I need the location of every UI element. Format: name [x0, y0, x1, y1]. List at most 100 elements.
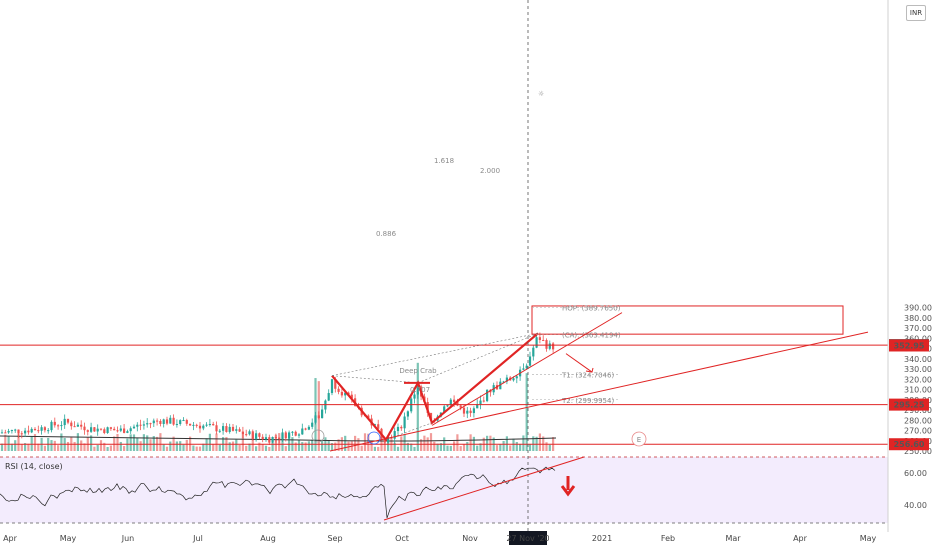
volume-bar [416, 362, 419, 451]
volume-bar [142, 434, 145, 451]
candle-body [222, 426, 225, 431]
earnings-marker-icon[interactable] [631, 431, 647, 447]
volume-bar [330, 443, 334, 451]
candle-body [304, 428, 307, 430]
volume-bar [215, 433, 218, 451]
candle-body [93, 427, 96, 432]
volume-bar [476, 445, 479, 451]
candle-body [7, 430, 10, 433]
volume-bar [429, 433, 433, 451]
price-label-text: 256.60 [894, 440, 925, 449]
candle-body [446, 405, 449, 407]
volume-bar [27, 443, 30, 451]
volume-bar [387, 440, 390, 451]
volume-bar [456, 434, 459, 451]
volume-bar [103, 442, 106, 451]
volume-bar [548, 444, 551, 451]
candle-body [330, 379, 334, 394]
candle-body [291, 431, 294, 433]
volume-bar [251, 433, 254, 451]
candle-body [479, 400, 482, 405]
candle-body [225, 426, 228, 432]
target-level-label: T1: (324.7046) [561, 371, 614, 379]
volume-bar [7, 436, 10, 451]
volume-bar [327, 440, 330, 451]
volume-bar [212, 444, 215, 451]
trendline-steep[interactable] [431, 312, 623, 426]
candle-body [383, 438, 386, 443]
volume-bar [0, 443, 4, 451]
candle-body [208, 423, 211, 425]
volume-bar [179, 441, 182, 451]
volume-bar [439, 443, 442, 451]
volume-ma-line [0, 435, 557, 442]
y-tick-label: 320.00 [904, 375, 932, 384]
pattern-overlays: Deep Crab 0.886 1.618 2.000 0.707 HOP: (389.7… [0, 0, 888, 531]
volume-bar [99, 440, 103, 451]
volume-bar [304, 442, 307, 451]
candle-body [502, 381, 505, 383]
candle-body [4, 432, 7, 434]
dividend-marker-icon[interactable] [311, 429, 325, 443]
candle-body [350, 394, 353, 399]
candle-body [33, 428, 37, 431]
volume-bar [420, 439, 423, 451]
volume-bar [459, 446, 462, 451]
volume-bar [390, 439, 393, 451]
volume-bar [20, 444, 23, 451]
candle-body [344, 392, 347, 396]
candle-body [278, 437, 281, 439]
dividend-marker-icon[interactable] [367, 431, 381, 445]
y-tick-label: 340.00 [904, 355, 932, 364]
volume-bar [57, 445, 60, 451]
candle-body [73, 426, 76, 428]
rsi-series [0, 456, 585, 521]
price-label-text: 352.95 [894, 341, 925, 350]
volume-bar [522, 435, 525, 451]
volume-bar [53, 440, 56, 451]
candle-body [248, 431, 251, 435]
y-tick-label: 280.00 [904, 416, 932, 425]
candle-body [47, 430, 50, 432]
projection-arrow-line[interactable] [565, 353, 593, 373]
x-tick-label: May [860, 534, 877, 543]
candle-body [294, 431, 297, 436]
volume-bar [509, 445, 512, 451]
volume-bar [198, 446, 202, 451]
x-highlight-box [509, 531, 547, 545]
volume-bar [446, 445, 449, 451]
volume-bar [380, 433, 383, 451]
target-zone-box[interactable] [531, 305, 844, 335]
candle-body [327, 393, 330, 401]
candle-body [43, 427, 46, 431]
candle-body [456, 402, 459, 406]
candle-body [373, 424, 376, 426]
candle-body [159, 420, 162, 424]
axes: 390.00380.00370.00360.00350.00340.00330.… [3, 0, 932, 545]
candle-body [406, 411, 409, 417]
candle-body [189, 423, 192, 426]
volume-bar [169, 441, 172, 451]
y-tick-label: 390.00 [904, 304, 932, 313]
volume-bar [495, 445, 499, 451]
candle-body [255, 433, 258, 439]
trendline-long[interactable] [329, 331, 869, 452]
currency-badge[interactable]: INR [906, 5, 926, 21]
candle-body [218, 430, 221, 432]
rsi-pane-background [0, 457, 888, 523]
rsi-trendline[interactable] [383, 456, 585, 521]
volume-bar [499, 444, 502, 451]
candle-body [245, 434, 248, 436]
candle-body [96, 428, 99, 432]
candle-body [149, 423, 152, 425]
volume-bar [30, 436, 33, 451]
price-label-text: 295.25 [894, 401, 925, 410]
candle-body [14, 429, 17, 431]
candle-body [192, 424, 195, 426]
candle-body [202, 425, 205, 429]
candle-body [532, 347, 535, 357]
volume-bar [413, 446, 416, 451]
volume-bar [515, 442, 518, 451]
candle-body [459, 405, 462, 408]
